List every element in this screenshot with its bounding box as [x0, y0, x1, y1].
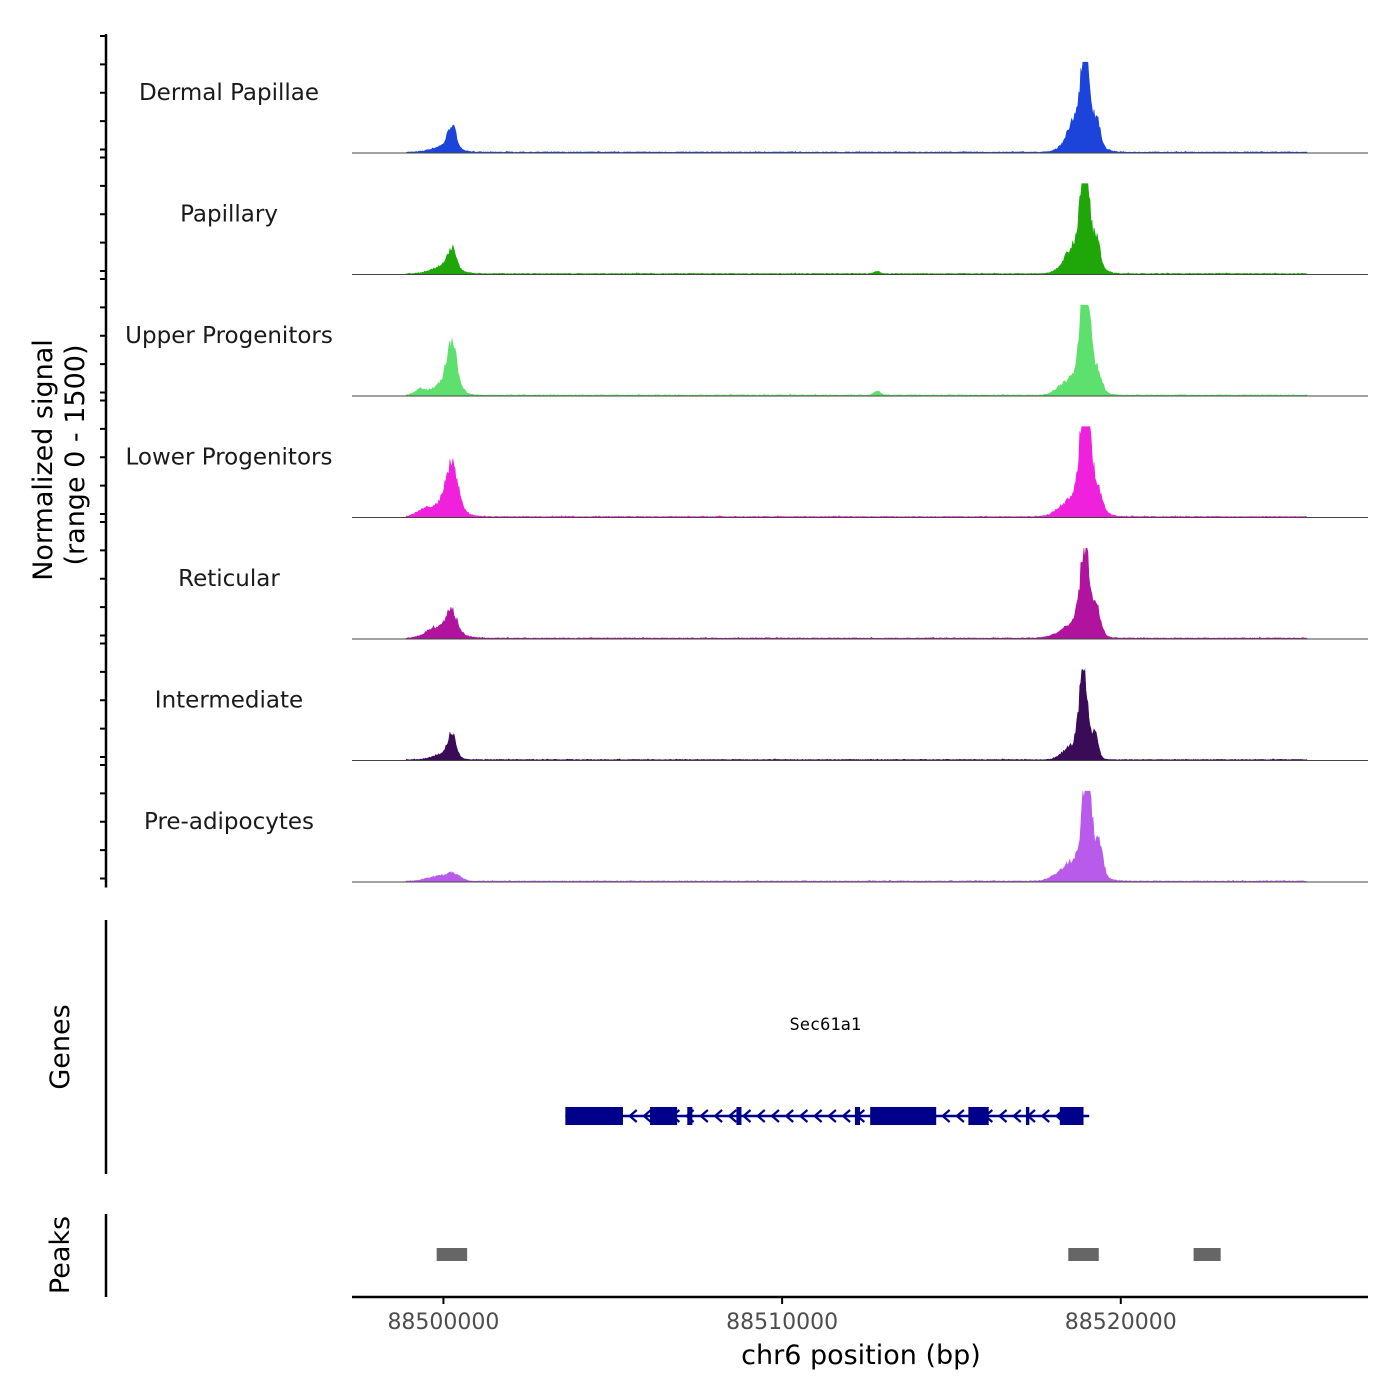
gene-exon — [650, 1107, 678, 1125]
coverage-area — [405, 668, 1308, 761]
strand-arrow — [699, 1109, 709, 1123]
genes-panel: Sec61a1 — [104, 920, 1090, 1174]
gene-label: Sec61a1 — [789, 1015, 861, 1035]
track-label: Pre-adipocytes — [144, 809, 314, 835]
track-label: Upper Progenitors — [125, 323, 333, 349]
track-pre-adipocytes: Pre-adipocytes — [144, 790, 1368, 883]
track-label: Intermediate — [155, 688, 303, 714]
strand-arrow — [1012, 1109, 1022, 1123]
track-intermediate: Intermediate — [155, 668, 1368, 761]
gene-exon — [870, 1107, 937, 1125]
strand-arrow — [841, 1109, 851, 1123]
track-lower-progenitors: Lower Progenitors — [126, 426, 1368, 518]
signal-y-axis — [100, 34, 108, 888]
strand-arrow — [756, 1109, 766, 1123]
track-label: Papillary — [180, 202, 278, 228]
peak-region — [436, 1248, 468, 1261]
gene-exon — [565, 1107, 623, 1125]
y-axis-title-line2: (range 0 - 1500) — [60, 345, 91, 566]
strand-arrow — [784, 1109, 794, 1123]
track-label: Lower Progenitors — [126, 445, 333, 471]
strand-arrow — [940, 1109, 951, 1123]
y-axis-title-line1: Normalized signal — [28, 339, 59, 581]
coverage-area — [405, 304, 1308, 396]
peak-region — [1193, 1248, 1221, 1261]
strand-arrow — [955, 1109, 965, 1123]
strand-arrow — [628, 1109, 638, 1123]
strand-arrow — [727, 1109, 738, 1123]
gene-exon — [736, 1107, 742, 1125]
track-label: Reticular — [178, 566, 280, 592]
x-axis-title: chr6 position (bp) — [741, 1340, 981, 1371]
coverage-area — [405, 547, 1308, 639]
track-label: Dermal Papillae — [139, 80, 319, 106]
gene-exon — [1059, 1107, 1084, 1125]
coverage-area — [405, 790, 1308, 882]
strand-arrow — [997, 1109, 1008, 1123]
x-tick-label: 88510000 — [726, 1310, 838, 1335]
coverage-area — [406, 61, 1308, 153]
coverage-tracks: Dermal Papillae Papillary Upper Progenitor… — [125, 61, 1368, 883]
coverage-area — [405, 183, 1308, 275]
strand-arrow — [1040, 1109, 1050, 1123]
gene-exon — [968, 1107, 989, 1125]
coverage-area — [405, 426, 1308, 518]
peaks-panel — [104, 1214, 1221, 1297]
track-upper-progenitors: Upper Progenitors — [125, 304, 1368, 397]
strand-arrow — [827, 1109, 837, 1123]
genes-panel-title: Genes — [45, 1004, 76, 1089]
gene-exon — [1025, 1107, 1030, 1125]
track-dermal-papillae: Dermal Papillae — [139, 61, 1368, 154]
x-tick-label: 88500000 — [387, 1310, 499, 1335]
strand-arrow — [812, 1109, 823, 1123]
peak-region — [1068, 1248, 1099, 1261]
gene-exon — [687, 1107, 693, 1125]
strand-arrow — [642, 1109, 652, 1123]
strand-arrow — [798, 1109, 809, 1123]
strand-arrow — [741, 1109, 752, 1123]
strand-arrow — [713, 1109, 723, 1123]
x-tick-label: 88520000 — [1065, 1310, 1177, 1335]
x-axis: 88500000 88510000 88520000 — [352, 1295, 1368, 1335]
peaks-panel-title: Peaks — [45, 1216, 76, 1294]
gene-exon — [854, 1107, 860, 1125]
strand-arrow — [770, 1109, 780, 1123]
track-papillary: Papillary — [180, 183, 1368, 275]
track-reticular: Reticular — [178, 547, 1368, 640]
